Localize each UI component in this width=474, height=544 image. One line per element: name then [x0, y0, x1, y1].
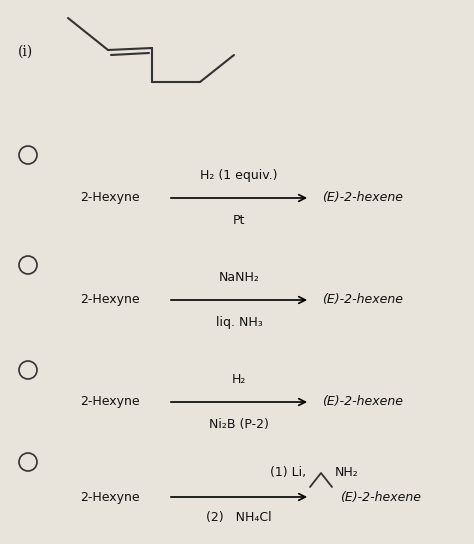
Text: (i): (i): [18, 45, 33, 59]
Text: NH₂: NH₂: [335, 466, 359, 479]
Text: 2-Hexyne: 2-Hexyne: [80, 491, 140, 504]
Text: H₂ (1 equiv.): H₂ (1 equiv.): [200, 169, 278, 182]
Text: (1) Li,: (1) Li,: [270, 466, 306, 479]
Text: Pt: Pt: [233, 214, 245, 227]
Text: (2)   NH₄Cl: (2) NH₄Cl: [206, 511, 272, 524]
Text: 2-Hexyne: 2-Hexyne: [80, 395, 140, 409]
Text: (E)-2-hexene: (E)-2-hexene: [322, 191, 403, 205]
Text: NaNH₂: NaNH₂: [219, 271, 259, 284]
Text: H₂: H₂: [232, 373, 246, 386]
Text: (E)-2-hexene: (E)-2-hexene: [322, 294, 403, 306]
Text: Ni₂B (P-2): Ni₂B (P-2): [209, 418, 269, 431]
Text: 2-Hexyne: 2-Hexyne: [80, 191, 140, 205]
Text: (E)-2-hexene: (E)-2-hexene: [322, 395, 403, 409]
Text: liq. NH₃: liq. NH₃: [216, 316, 263, 329]
Text: 2-Hexyne: 2-Hexyne: [80, 294, 140, 306]
Text: (E)-2-hexene: (E)-2-hexene: [340, 491, 421, 504]
